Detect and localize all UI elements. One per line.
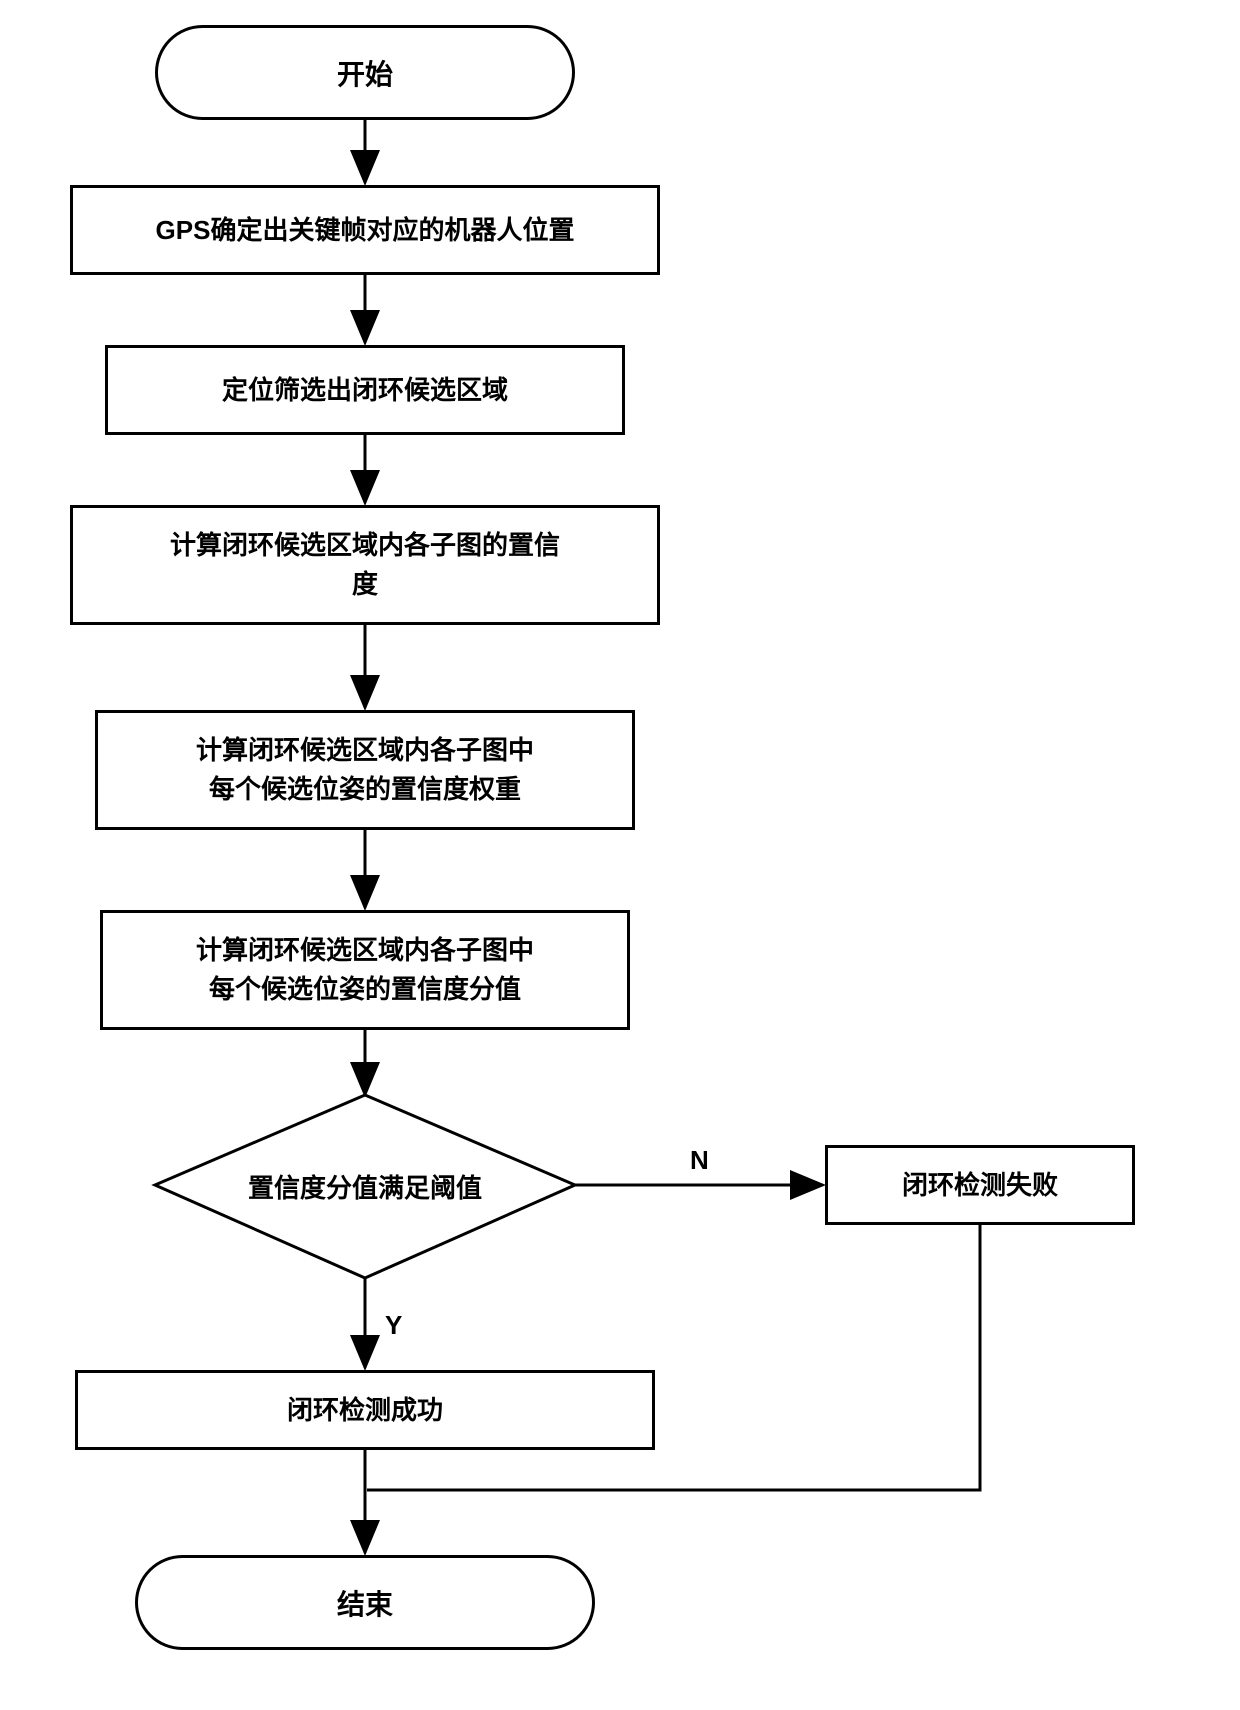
step2-node: 定位筛选出闭环候选区域	[105, 345, 625, 435]
step1-label: GPS确定出关键帧对应的机器人位置	[156, 211, 575, 250]
start-label: 开始	[337, 53, 393, 93]
step2-label: 定位筛选出闭环候选区域	[222, 371, 508, 410]
step4-label: 计算闭环候选区域内各子图中 每个候选位姿的置信度权重	[196, 731, 534, 809]
start-node: 开始	[155, 25, 575, 120]
step4-node: 计算闭环候选区域内各子图中 每个候选位姿的置信度权重	[95, 710, 635, 830]
flowchart-container: 开始 GPS确定出关键帧对应的机器人位置 定位筛选出闭环候选区域 计算闭环候选区…	[0, 0, 1240, 1710]
no-label: N	[690, 1145, 709, 1176]
step5-label: 计算闭环候选区域内各子图中 每个候选位姿的置信度分值	[196, 931, 534, 1009]
decision-label: 置信度分值满足阈值	[248, 1168, 482, 1205]
end-node: 结束	[135, 1555, 595, 1650]
success-label: 闭环检测成功	[287, 1391, 443, 1430]
step3-node: 计算闭环候选区域内各子图的置信 度	[70, 505, 660, 625]
end-label: 结束	[337, 1583, 393, 1623]
step1-node: GPS确定出关键帧对应的机器人位置	[70, 185, 660, 275]
step3-label: 计算闭环候选区域内各子图的置信 度	[170, 526, 560, 604]
success-node: 闭环检测成功	[75, 1370, 655, 1450]
step5-node: 计算闭环候选区域内各子图中 每个候选位姿的置信度分值	[100, 910, 630, 1030]
yes-label: Y	[385, 1310, 402, 1341]
decision-node: 置信度分值满足阈值	[155, 1095, 575, 1278]
fail-label: 闭环检测失败	[902, 1166, 1058, 1205]
fail-node: 闭环检测失败	[825, 1145, 1135, 1225]
